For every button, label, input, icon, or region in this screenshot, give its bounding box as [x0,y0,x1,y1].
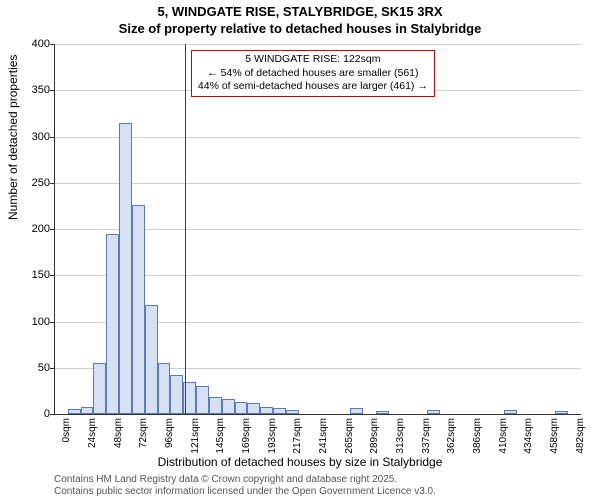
y-tick [50,229,55,230]
marker-annotation: 5 WINDGATE RISE: 122sqm← 54% of detached… [191,50,435,97]
attribution-text: Contains HM Land Registry data © Crown c… [54,474,436,498]
gridline [55,137,581,138]
x-tick-label: 482sqm [575,418,586,454]
annotation-line: ← 54% of detached houses are smaller (56… [198,67,428,81]
y-axis-label: Number of detached properties [6,55,20,220]
y-tick-label: 50 [20,362,50,374]
x-axis-label: Distribution of detached houses by size … [0,455,600,469]
histogram-bar [235,402,248,414]
histogram-bar [555,411,568,414]
x-tick-label: 0sqm [61,418,72,442]
x-tick-label: 241sqm [318,418,329,454]
annotation-line: 44% of semi-detached houses are larger (… [198,80,428,94]
y-tick-label: 250 [20,177,50,189]
histogram-bar [145,305,158,414]
x-tick-label: 434sqm [523,418,534,454]
histogram-bar [68,409,81,414]
x-tick-label: 193sqm [267,418,278,454]
y-tick [50,322,55,323]
attribution-line: Contains public sector information licen… [54,486,436,498]
histogram-bar [196,386,209,414]
annotation-line: 5 WINDGATE RISE: 122sqm [198,53,428,67]
y-tick-label: 100 [20,316,50,328]
histogram-bar [93,363,106,414]
x-tick-label: 72sqm [138,418,149,448]
histogram-bar [247,403,260,414]
y-tick [50,44,55,45]
page-title: 5, WINDGATE RISE, STALYBRIDGE, SK15 3RX [0,0,600,21]
x-tick-label: 217sqm [292,418,303,454]
histogram-bar [504,410,517,414]
x-tick-label: 145sqm [215,418,226,454]
x-tick-label: 169sqm [241,418,252,454]
y-tick [50,183,55,184]
x-tick-label: 458sqm [549,418,560,454]
y-tick [50,275,55,276]
x-tick-label: 265sqm [344,418,355,454]
y-tick [50,137,55,138]
histogram-bar [350,408,363,414]
histogram-bar [286,410,299,414]
histogram-bar [106,234,119,414]
x-tick-label: 362sqm [446,418,457,454]
marker-line [185,44,186,414]
histogram-bar [170,375,183,414]
histogram-bar [260,407,273,414]
histogram-bar [119,123,132,414]
histogram-bar [81,407,94,414]
histogram-chart: 0sqm24sqm48sqm72sqm96sqm121sqm145sqm169s… [54,44,581,415]
y-tick-label: 150 [20,269,50,281]
attribution-line: Contains HM Land Registry data © Crown c… [54,474,436,486]
x-tick-label: 313sqm [395,418,406,454]
x-tick-label: 96sqm [164,418,175,448]
x-tick-label: 48sqm [113,418,124,448]
histogram-bar [376,411,389,414]
y-tick-label: 350 [20,84,50,96]
histogram-bar [427,410,440,414]
histogram-bar [132,205,145,414]
y-tick [50,414,55,415]
y-tick-label: 300 [20,131,50,143]
x-tick-label: 410sqm [498,418,509,454]
x-tick-label: 121sqm [190,418,201,454]
y-tick-label: 400 [20,38,50,50]
x-tick-label: 386sqm [472,418,483,454]
x-tick-label: 289sqm [369,418,380,454]
histogram-bar [222,399,235,414]
y-tick [50,368,55,369]
histogram-bar [209,397,222,414]
page-subtitle: Size of property relative to detached ho… [0,21,600,36]
y-tick-label: 0 [20,408,50,420]
x-tick-label: 24sqm [87,418,98,448]
histogram-bar [158,363,171,414]
gridline [55,44,581,45]
gridline [55,183,581,184]
x-tick-label: 337sqm [421,418,432,454]
y-tick [50,90,55,91]
y-tick-label: 200 [20,223,50,235]
histogram-bar [273,408,286,414]
